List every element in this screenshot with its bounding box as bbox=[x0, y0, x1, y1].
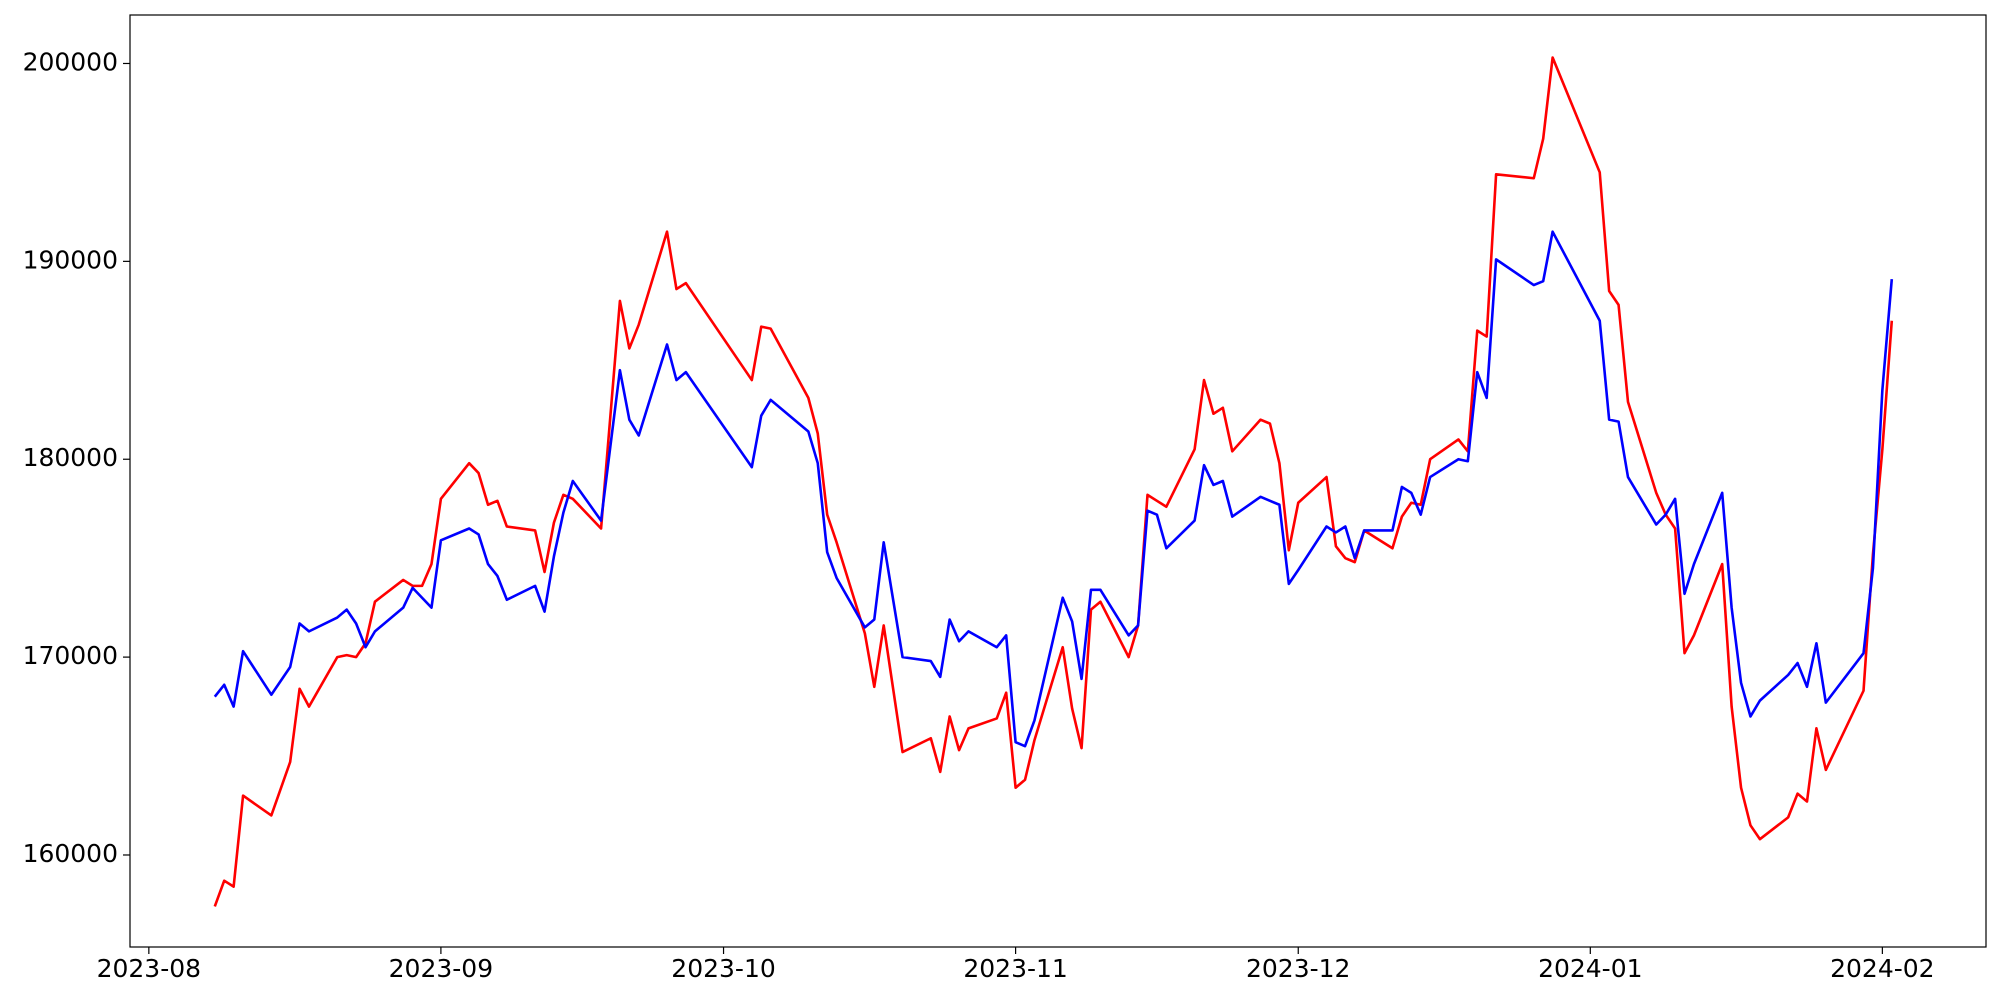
x-tick-label: 2023-11 bbox=[963, 954, 1067, 983]
x-tick-label: 2023-08 bbox=[97, 954, 201, 983]
y-tick-label: 160000 bbox=[23, 839, 118, 868]
plot-frame bbox=[129, 14, 1987, 948]
x-tick-label: 2024-02 bbox=[1830, 954, 1934, 983]
x-tick-label: 2024-01 bbox=[1538, 954, 1642, 983]
x-tick-label: 2023-12 bbox=[1246, 954, 1350, 983]
y-tick-label: 180000 bbox=[23, 443, 118, 472]
y-tick-label: 200000 bbox=[23, 47, 118, 76]
data-line bbox=[213, 56, 1894, 907]
data-line bbox=[213, 230, 1894, 748]
y-tick-label: 190000 bbox=[23, 245, 118, 274]
y-tick-label: 170000 bbox=[23, 641, 118, 670]
x-tick-label: 2023-09 bbox=[389, 954, 493, 983]
x-tick-label: 2023-10 bbox=[671, 954, 775, 983]
